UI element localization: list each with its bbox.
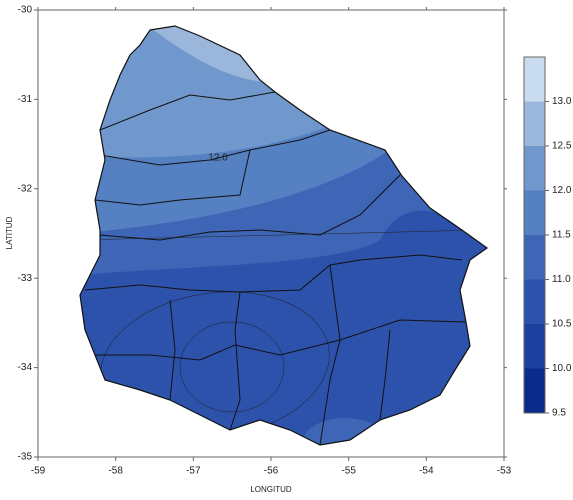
x-tick-label: -59 — [31, 466, 46, 477]
x-tick-label: -54 — [419, 466, 434, 477]
x-tick-label: -53 — [497, 466, 512, 477]
x-tick-label: -56 — [264, 466, 279, 477]
y-tick-label: -30 — [18, 5, 33, 16]
x-tick-label: -57 — [186, 466, 201, 477]
colorbar-tick-label: 12.5 — [552, 141, 572, 152]
band — [80, 26, 487, 158]
colorbar-band — [524, 101, 545, 146]
x-axis-label: LONGITUD — [250, 485, 292, 494]
colorbar-band — [524, 190, 545, 235]
colorbar-band — [524, 235, 545, 280]
band — [303, 418, 387, 445]
colorbar-tick-label: 9.5 — [552, 408, 566, 419]
colorbar-band — [524, 324, 545, 369]
colorbar-band — [524, 57, 545, 102]
x-tick-label: -58 — [108, 466, 123, 477]
contour-label: 12.0 — [208, 153, 228, 164]
y-tick-label: -33 — [18, 273, 33, 284]
band — [179, 321, 285, 413]
y-tick-label: -32 — [18, 183, 33, 194]
department-borders — [84, 91, 466, 445]
y-axis-label: LATITUD — [5, 216, 14, 249]
y-tick-label: -31 — [18, 94, 33, 105]
colorbar-tick-label: 13.0 — [552, 96, 572, 107]
colorbar-tick-label: 11.5 — [552, 230, 571, 241]
colorbar-tick-label: 10.0 — [552, 363, 572, 374]
colorbar-band — [524, 279, 545, 324]
y-tick-label: -35 — [18, 452, 33, 463]
colorbar-tick-label: 10.5 — [552, 319, 572, 330]
colorbar-tick-label: 12.0 — [552, 185, 572, 196]
y-tick-label: -34 — [18, 362, 33, 373]
colorbar-band — [524, 146, 545, 191]
colorbar-tick-label: 11.0 — [552, 274, 571, 285]
x-tick-label: -55 — [341, 466, 356, 477]
colorbar-band — [524, 368, 545, 413]
